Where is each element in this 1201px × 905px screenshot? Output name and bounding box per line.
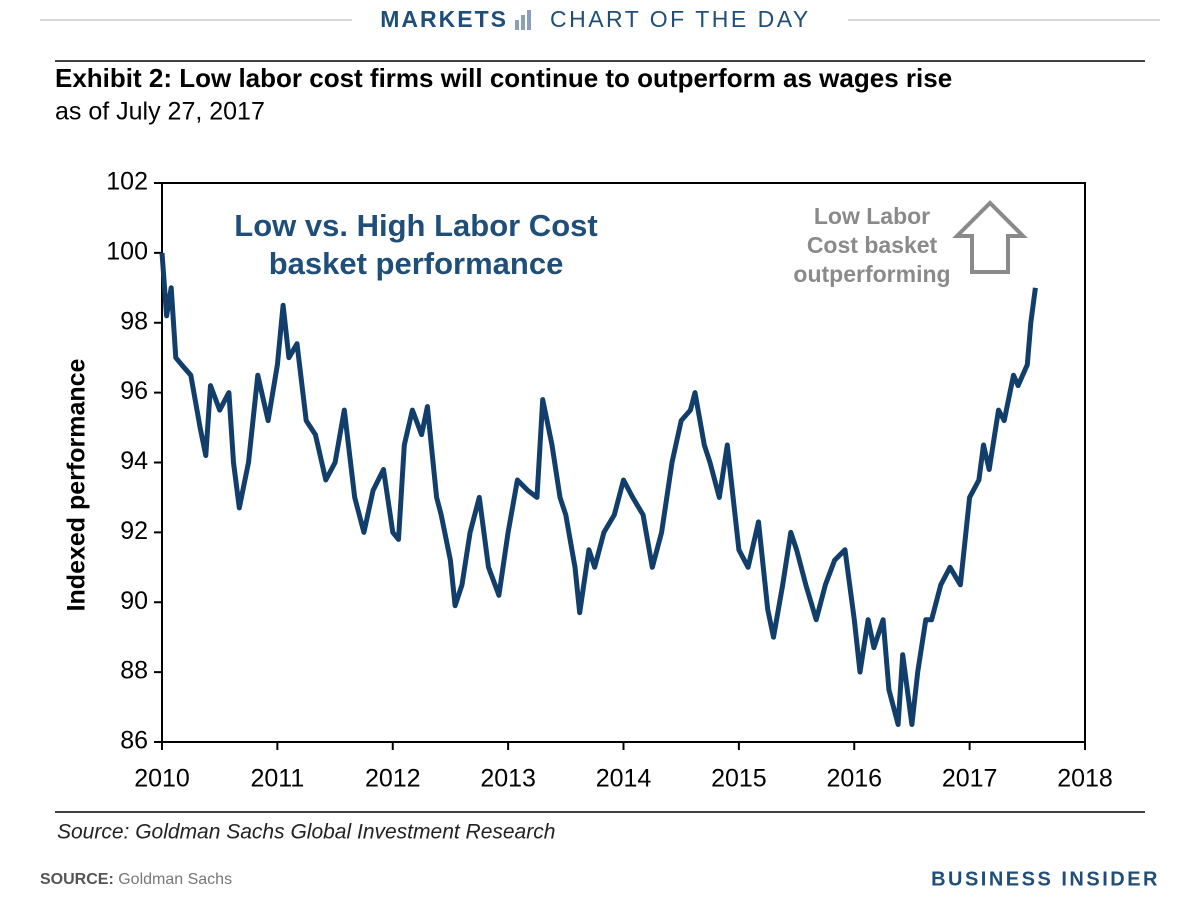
- x-tick-label: 2014: [596, 765, 652, 793]
- x-tick-label: 2013: [480, 765, 536, 793]
- chart-source: Source: Goldman Sachs Global Investment …: [57, 821, 555, 844]
- footer-source-label: SOURCE:: [40, 871, 114, 888]
- x-tick-label: 2016: [826, 765, 882, 793]
- y-tick-label: 92: [120, 517, 148, 545]
- x-tick-label: 2017: [942, 765, 998, 793]
- chart-title: Exhibit 2: Low labor cost firms will con…: [55, 63, 952, 93]
- annotation-line: basket performance: [269, 246, 564, 281]
- footer-brand: BUSINESS INSIDER: [931, 868, 1160, 890]
- chart-subtitle: as of July 27, 2017: [55, 98, 265, 126]
- annotation-line: Cost basket: [807, 232, 938, 258]
- x-tick-label: 2010: [134, 765, 190, 793]
- header-section: MARKETS: [380, 6, 508, 32]
- footer-source: SOURCE: Goldman Sachs: [40, 871, 232, 888]
- x-tick-label: 2012: [365, 765, 421, 793]
- data-line: [159, 252, 1038, 727]
- y-tick-label: 100: [106, 237, 148, 265]
- y-tick-label: 96: [120, 377, 148, 405]
- annotation-line: Low Labor: [814, 203, 930, 229]
- y-tick-label: 94: [120, 447, 148, 475]
- arrow-icon: [952, 200, 1028, 274]
- y-axis-label: Indexed performance: [63, 358, 91, 611]
- x-tick-label: 2018: [1057, 765, 1113, 793]
- annotation-line: Low vs. High Labor Cost: [234, 208, 597, 243]
- header-icon: [515, 10, 531, 30]
- x-tick-label: 2011: [250, 765, 304, 793]
- x-tick-label: 2015: [711, 765, 767, 793]
- annotation-line: outperforming: [793, 261, 950, 287]
- y-tick-label: 90: [120, 587, 148, 615]
- header-feature: CHART OF THE DAY: [550, 6, 811, 32]
- y-tick-label: 86: [120, 727, 148, 755]
- y-tick-label: 88: [120, 657, 148, 685]
- y-tick-label: 102: [106, 168, 148, 196]
- footer-source-text: Goldman Sachs: [118, 871, 232, 888]
- y-tick-label: 98: [120, 307, 148, 335]
